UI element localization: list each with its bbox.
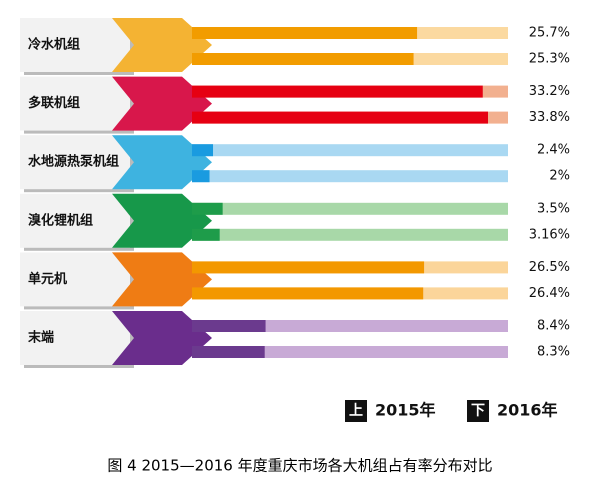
bar (192, 287, 424, 300)
value-label: 25.7% (529, 26, 570, 41)
label-box (20, 193, 130, 248)
bar (192, 228, 220, 241)
legend-label: 2016年 (497, 401, 558, 420)
bar (192, 170, 210, 183)
value-label: 26.4% (529, 286, 570, 301)
bar (192, 111, 488, 124)
value-label: 33.8% (529, 110, 570, 125)
chevron (112, 252, 212, 307)
chevron (112, 18, 212, 72)
chevron (112, 311, 212, 365)
bar-track (192, 144, 508, 157)
value-label: 33.2% (529, 84, 570, 99)
bar (192, 320, 266, 332)
legend-marker: 下 (471, 403, 485, 419)
bar (192, 27, 418, 39)
category-label: 多联机组 (28, 95, 80, 111)
label-box (20, 252, 130, 307)
bar (192, 346, 265, 358)
value-label: 3.16% (529, 227, 570, 242)
category-label: 冷水机组 (28, 37, 80, 53)
chevron (112, 76, 212, 131)
category-label: 水地源热泵机组 (28, 154, 119, 170)
label-box (20, 311, 130, 365)
category-label: 末端 (27, 330, 54, 346)
category-label: 溴化锂机组 (28, 212, 93, 228)
legend-marker-box (467, 400, 489, 422)
bar (192, 85, 483, 98)
bar-track (192, 170, 508, 183)
caption: 图 4 2015—2016 年度重庆市场各大机组占有率分布对比 (107, 457, 492, 475)
bar (192, 53, 414, 65)
label-box (20, 135, 130, 190)
chevron (112, 135, 212, 190)
value-label: 8.4% (537, 319, 570, 334)
chevron (112, 193, 212, 248)
label-box (20, 76, 130, 131)
legend-marker-box (345, 400, 367, 422)
value-label: 2% (549, 169, 570, 184)
value-label: 3.5% (537, 201, 570, 216)
bar (192, 144, 214, 157)
legend-marker: 上 (349, 403, 363, 419)
category-label: 单元机 (28, 271, 67, 287)
bar (192, 261, 425, 274)
bar-track (192, 228, 508, 241)
bar (192, 202, 223, 215)
bar-track (192, 202, 508, 215)
value-label: 26.5% (529, 260, 570, 275)
legend-label: 2015年 (375, 401, 436, 420)
value-label: 25.3% (529, 52, 570, 67)
label-box (20, 18, 130, 72)
value-label: 8.3% (537, 345, 570, 360)
value-label: 2.4% (537, 143, 570, 158)
bar-track (192, 346, 508, 358)
bar-track (192, 320, 508, 332)
